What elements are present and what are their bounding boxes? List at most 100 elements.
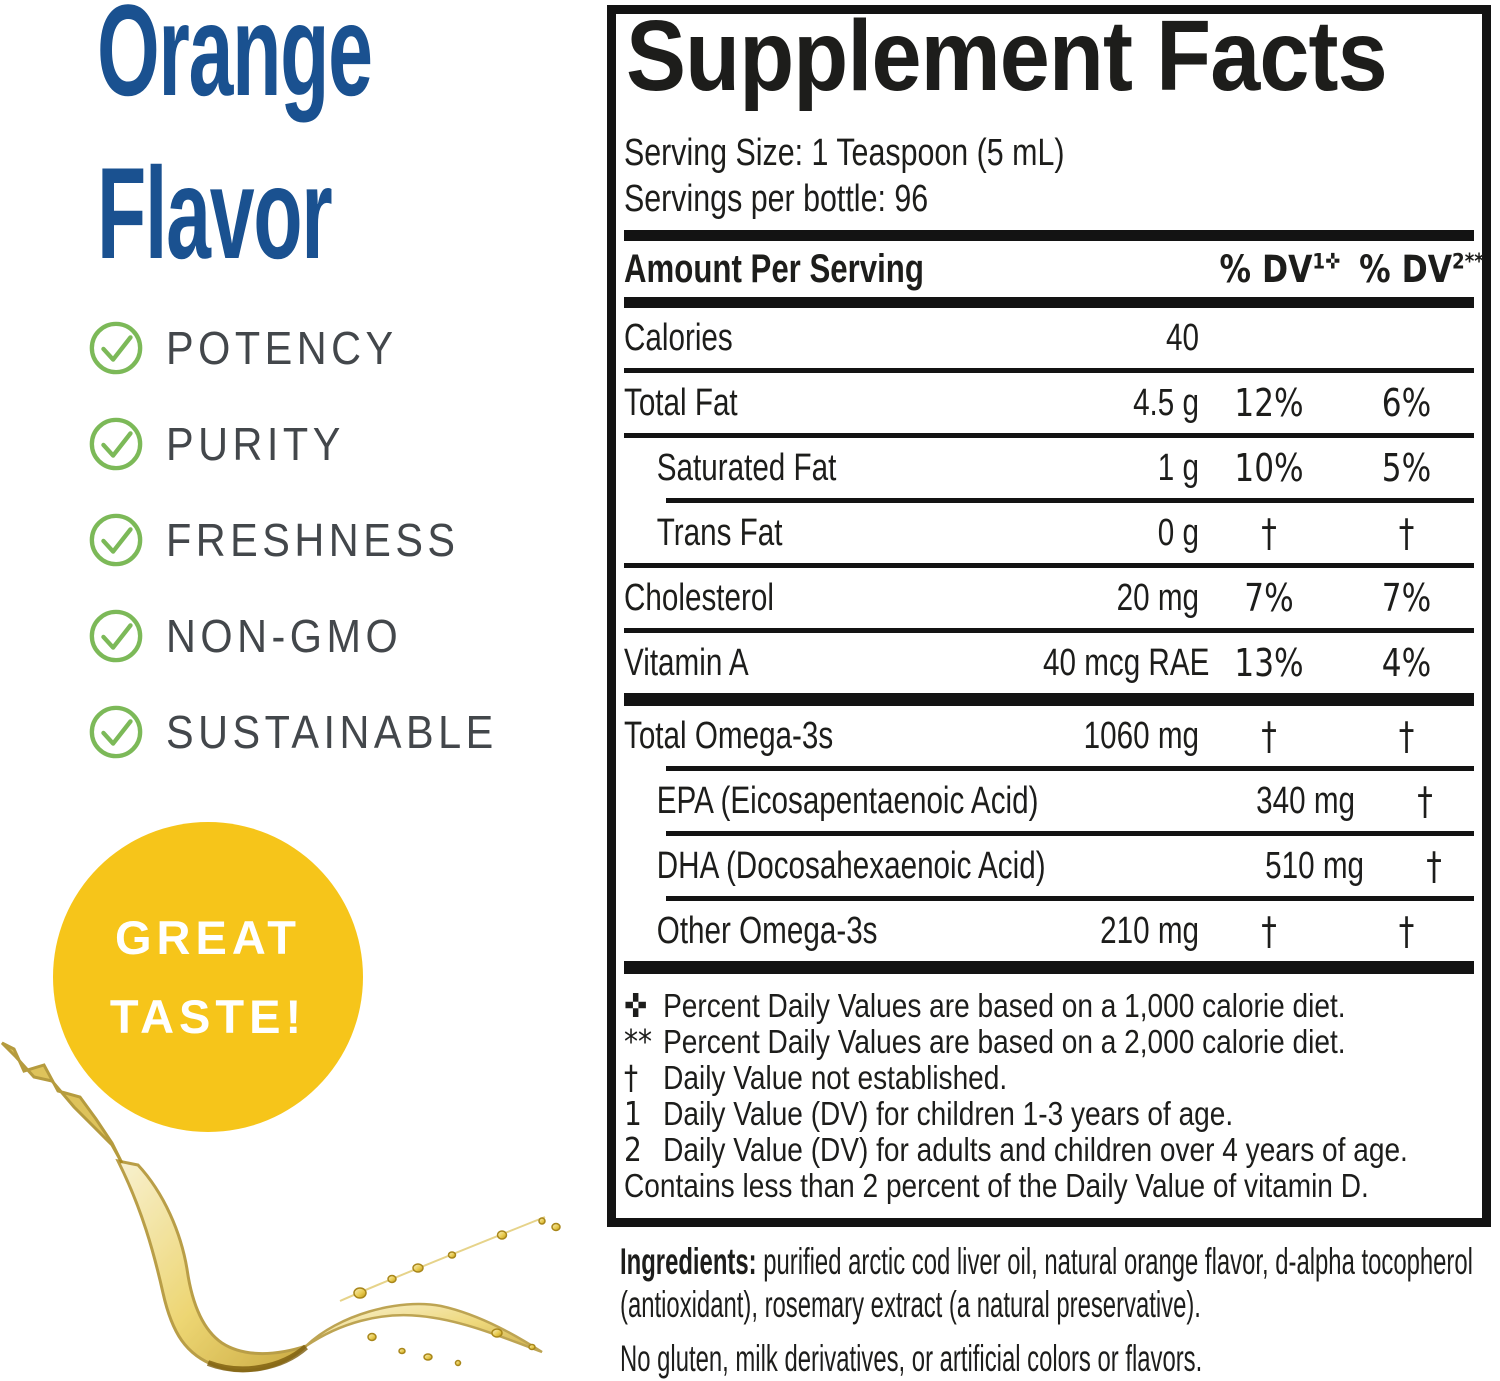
ingredients-text: purified arctic cod liver oil, natural o… <box>620 1241 1473 1325</box>
row-dv2: 7% <box>1381 576 1432 620</box>
footnote-symbol: ✜ <box>624 986 648 1025</box>
row-divider <box>624 433 1474 438</box>
check-circle-icon <box>88 512 144 568</box>
row-divider <box>666 498 1474 503</box>
checklist-item: FRESHNESS <box>88 512 535 568</box>
serving-size: Serving Size: 1 Teaspoon (5 mL) <box>624 132 1065 174</box>
row-label: Calories <box>624 316 733 359</box>
row-amount: 4.5 g <box>1133 381 1199 424</box>
footnote-text: Daily Value (DV) for adults and children… <box>663 1131 1408 1168</box>
check-circle-icon <box>88 320 144 376</box>
row-divider <box>624 563 1474 568</box>
checklist-item-label: FRESHNESS <box>166 514 460 566</box>
row-amount: 210 mg <box>1100 909 1199 952</box>
footnotes: ✜ Percent Daily Values are based on a 1,… <box>624 974 1474 1204</box>
ingredients-note: No gluten, milk derivatives, or artifici… <box>620 1338 1203 1379</box>
check-circle-icon <box>88 608 144 664</box>
checklist-item: PURITY <box>88 416 535 472</box>
footnote: 1 Daily Value (DV) for children 1-3 year… <box>624 1096 1474 1132</box>
row-amount: 0 g <box>1157 511 1199 554</box>
footnote-symbol: 2 <box>624 1130 642 1169</box>
table-header-row: Amount Per Serving % DV1✜ % DV2** <box>624 241 1483 297</box>
row-dv2: 4% <box>1381 641 1432 685</box>
row-amount: 40 mcg RAE <box>1043 641 1210 684</box>
table-row: EPA (Eicosapentaenoic Acid) 340 mg † † <box>624 771 1474 831</box>
row-label: Total Omega-3s <box>624 714 834 757</box>
panel-title: Supplement Facts <box>626 0 1388 112</box>
footnote-symbol: ** <box>624 1022 653 1061</box>
badge-line2: TASTE! <box>109 990 307 1043</box>
row-label: Saturated Fat <box>656 446 837 489</box>
footnote-text: Percent Daily Values are based on a 1,00… <box>663 987 1346 1024</box>
row-dv2: † <box>1398 714 1415 758</box>
dv1-header: % DV1✜ <box>1219 247 1340 291</box>
footnote-text: Daily Value not established. <box>663 1059 1008 1096</box>
section-bar <box>624 297 1474 308</box>
oil-splash-image <box>0 1041 561 1373</box>
footnote-symbol: † <box>624 1058 639 1097</box>
footnote-text: Daily Value (DV) for children 1-3 years … <box>663 1095 1234 1132</box>
row-divider <box>624 368 1474 373</box>
ingredients-label: Ingredients: <box>620 1241 757 1282</box>
row-divider <box>666 831 1474 836</box>
table-row: Total Fat 4.5 g 12% 6% <box>624 373 1474 433</box>
row-dv1: 12% <box>1234 381 1304 425</box>
row-dv1: † <box>1426 844 1443 888</box>
row-label: Total Fat <box>624 381 738 424</box>
benefit-checklist: POTENCY PURITY FRESHNESS NON-GMO SUSTAIN… <box>88 320 535 800</box>
servings-per-bottle: Servings per bottle: 96 <box>624 178 929 220</box>
row-label: Trans Fat <box>656 511 783 554</box>
row-amount: 40 <box>1166 316 1199 359</box>
row-divider <box>624 628 1474 633</box>
footnote: ** Percent Daily Values are based on a 2… <box>624 1024 1474 1060</box>
row-label: DHA (Docosahexaenoic Acid) <box>656 844 1046 887</box>
footnote: 2 Daily Value (DV) for adults and childr… <box>624 1132 1474 1168</box>
table-row: Saturated Fat 1 g 10% 5% <box>624 438 1474 498</box>
ingredients-block: Ingredients: purified arctic cod liver o… <box>620 1240 1491 1380</box>
checklist-item: SUSTAINABLE <box>88 704 535 760</box>
table-row: Calories 40 <box>624 308 1474 368</box>
row-dv2: 5% <box>1381 446 1432 490</box>
footnote: † Daily Value not established. <box>624 1060 1474 1096</box>
row-amount: 510 mg <box>1265 844 1365 887</box>
footnote-text: Percent Daily Values are based on a 2,00… <box>663 1023 1346 1060</box>
row-dv1: † <box>1261 909 1277 953</box>
flavor-title-line1: Orange <box>97 0 373 123</box>
table-row: Cholesterol 20 mg 7% 7% <box>624 568 1474 628</box>
great-taste-badge: GREAT TASTE! <box>53 822 363 1132</box>
row-dv2: † <box>1398 511 1415 555</box>
table-row: Total Omega-3s 1060 mg † † <box>624 706 1474 766</box>
row-label: Other Omega-3s <box>656 909 878 952</box>
row-dv1: † <box>1261 714 1277 758</box>
table-row: Vitamin A 40 mcg RAE 13% 4% <box>624 633 1474 693</box>
row-amount: 20 mg <box>1116 576 1199 619</box>
badge-line1: GREAT <box>114 911 301 964</box>
footnote: Contains less than 2 percent of the Dail… <box>624 1168 1474 1204</box>
row-label: EPA (Eicosapentaenoic Acid) <box>656 779 1039 822</box>
supplement-facts-panel: Supplement Facts Serving Size: 1 Teaspoo… <box>607 5 1491 1227</box>
row-divider <box>666 896 1474 901</box>
row-dv1: 7% <box>1244 576 1294 620</box>
checklist-item-label: POTENCY <box>166 322 398 374</box>
checklist-item-label: PURITY <box>166 418 345 470</box>
checklist-item-label: NON-GMO <box>166 610 403 662</box>
footnote-symbol: 1 <box>624 1094 642 1133</box>
checklist-item-label: SUSTAINABLE <box>166 706 498 758</box>
table-row: Other Omega-3s 210 mg † † <box>624 901 1474 961</box>
ingredients-paragraph: Ingredients: purified arctic cod liver o… <box>620 1240 1491 1326</box>
row-amount: 340 mg <box>1256 779 1356 822</box>
footnote: ✜ Percent Daily Values are based on a 1,… <box>624 988 1474 1024</box>
row-dv1: † <box>1261 511 1277 555</box>
check-circle-icon <box>88 416 144 472</box>
row-label: Cholesterol <box>624 576 774 619</box>
flavor-title-line2: Flavor <box>97 140 333 286</box>
section-bar <box>624 961 1474 974</box>
row-amount: 1060 mg <box>1083 714 1199 757</box>
checklist-item: NON-GMO <box>88 608 535 664</box>
row-label: Vitamin A <box>624 641 749 684</box>
checklist-item: POTENCY <box>88 320 535 376</box>
row-dv1: 10% <box>1234 446 1304 490</box>
row-dv1: 13% <box>1234 641 1304 685</box>
footnote-text: Contains less than 2 percent of the Dail… <box>624 1167 1369 1204</box>
row-dv1: † <box>1417 779 1434 823</box>
